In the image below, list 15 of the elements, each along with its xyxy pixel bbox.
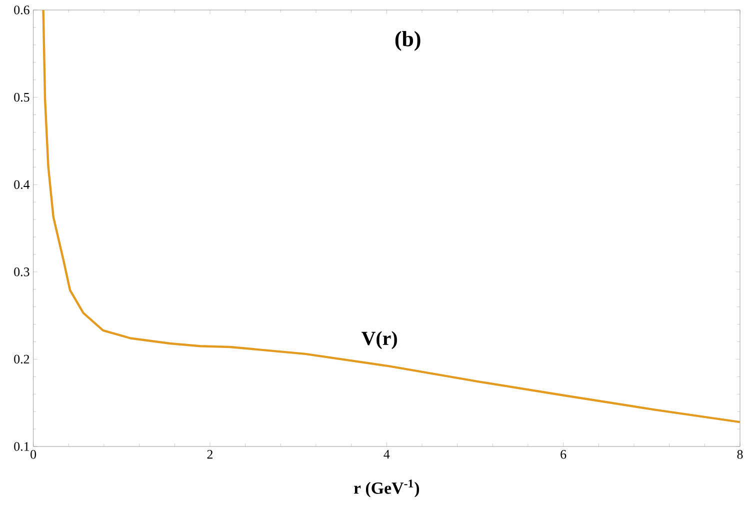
annotation: (b)	[395, 30, 420, 51]
y-tick-label: 0.5	[14, 92, 30, 102]
x-axis-title: r (GeV$^{-1}$)	[354, 480, 420, 498]
annotation: V(r)	[362, 331, 397, 350]
x-tick-label: 8	[737, 450, 743, 459]
y-tick-label: 0.2	[14, 354, 30, 364]
line-series	[42, 10, 740, 424]
x-tick-label: 4	[384, 450, 390, 459]
x-tick-label: 0	[30, 450, 36, 459]
y-tick-label: 0.1	[14, 442, 30, 451]
x-tick-label: 6	[560, 450, 566, 459]
y-tick-label: 0.4	[14, 180, 30, 189]
y-tick-label: 0.3	[14, 268, 30, 276]
y-tick-label: 0.6	[14, 6, 30, 14]
x-tick-label: 2	[207, 450, 213, 459]
